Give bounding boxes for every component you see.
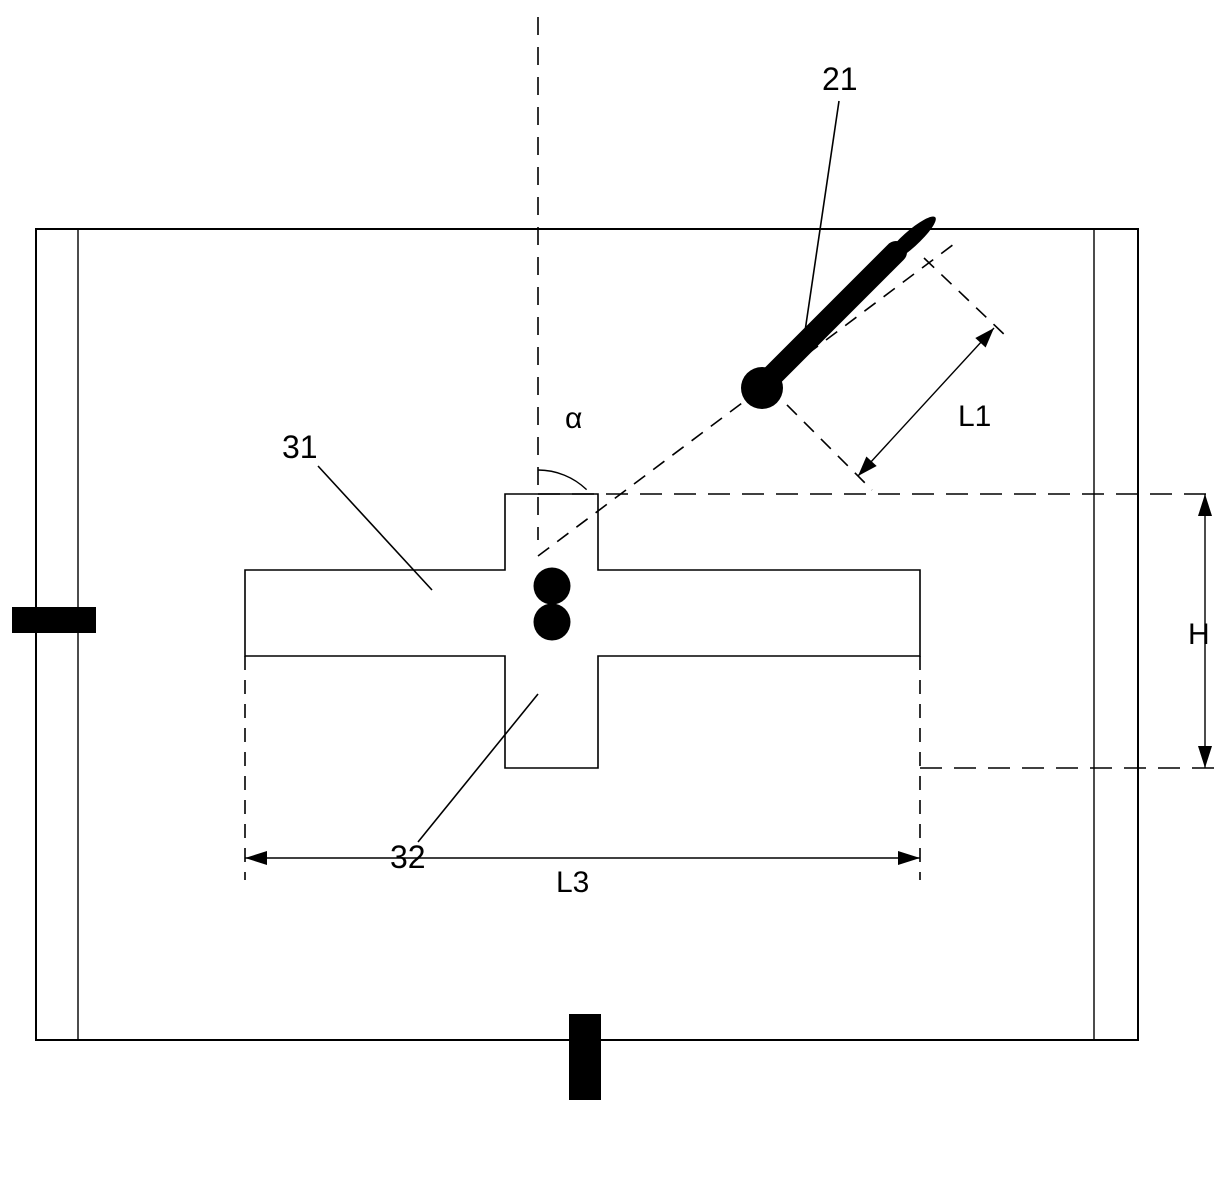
- angle-arc: [538, 470, 587, 490]
- arrowhead: [1198, 746, 1212, 768]
- bottom-slot: [569, 1014, 601, 1100]
- labels.H.text: H: [1188, 618, 1210, 651]
- labels.L1.text: L1: [958, 400, 991, 433]
- center-dot-bottom: [534, 604, 571, 641]
- dim-l1-ext2: [924, 258, 1008, 338]
- cross-aperture: [245, 494, 920, 768]
- left-slot: [12, 607, 96, 633]
- dim-l1-ext1: [770, 388, 872, 490]
- labels.n31.text: 31: [282, 429, 318, 465]
- labels.n32.text: 32: [390, 839, 426, 875]
- technical-diagram: 21 31 32 α L1 L3 H: [0, 0, 1232, 1191]
- arrowhead: [245, 851, 267, 865]
- center-dot-top: [534, 568, 571, 605]
- labels.alpha.text: α: [565, 402, 582, 435]
- labels.L3.text: L3: [556, 866, 589, 899]
- probe-shaft: [770, 252, 896, 378]
- arrowhead: [898, 851, 920, 865]
- leader-31: [318, 466, 432, 590]
- labels.n21.text: 21: [822, 61, 858, 97]
- arrowhead: [1198, 494, 1212, 516]
